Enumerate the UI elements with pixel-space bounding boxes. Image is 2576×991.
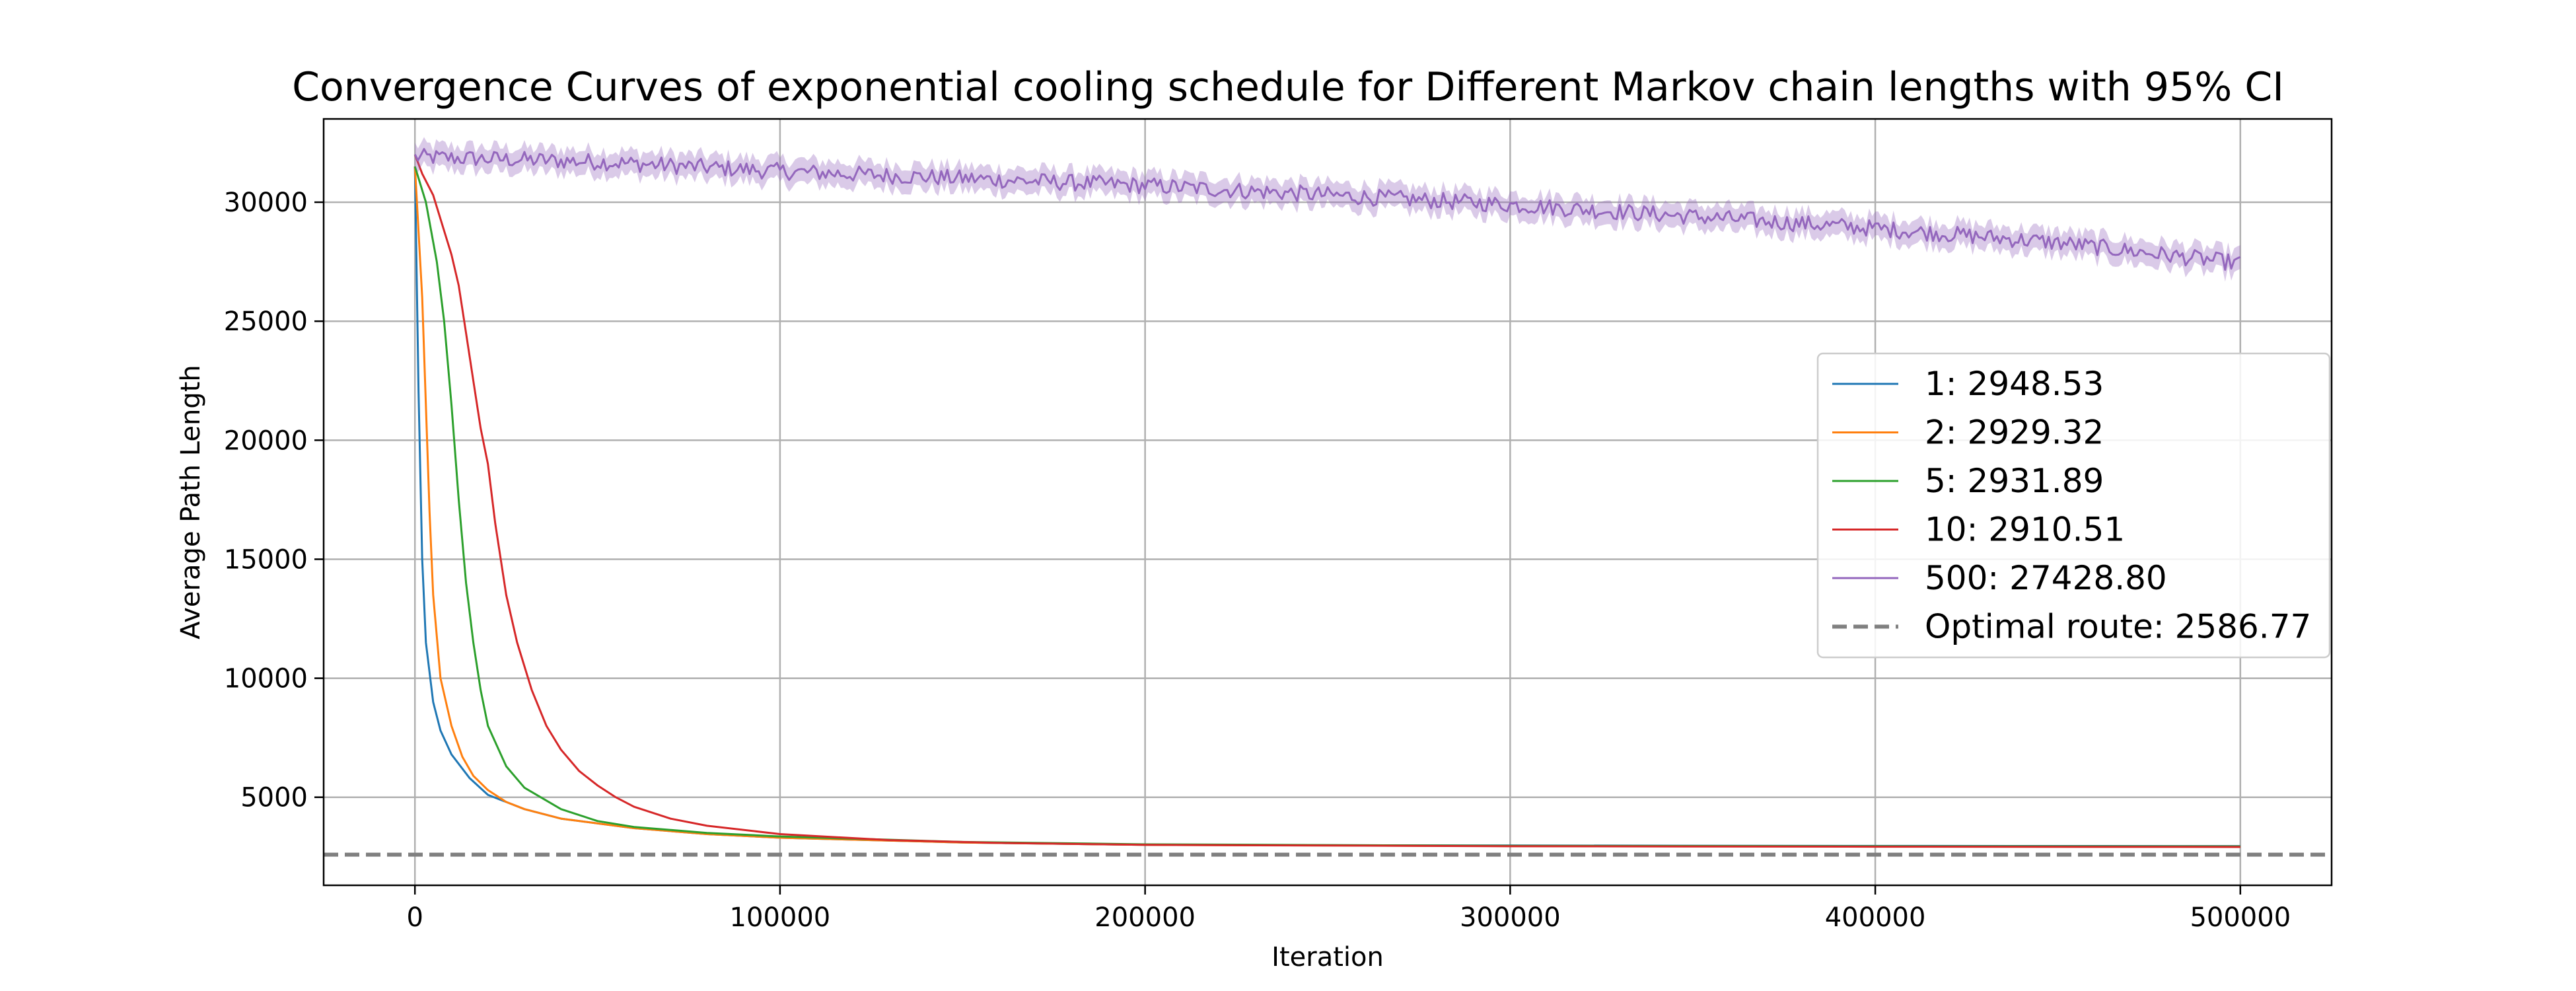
- y-tick-label: 5000: [240, 783, 308, 813]
- y-tick-label: 30000: [224, 188, 308, 218]
- x-tick-label: 200000: [1094, 902, 1196, 933]
- legend-label: 500: 27428.80: [1925, 559, 2167, 597]
- legend: 1: 2948.53 2: 2929.32 5: 2931.89 10: 2910.5…: [1816, 352, 2331, 659]
- y-tick-label: 10000: [224, 664, 308, 694]
- y-axis-label: Average Path Length: [176, 365, 206, 640]
- x-tick-label: 0: [406, 902, 423, 933]
- y-tick-label: 20000: [224, 425, 308, 456]
- legend-label: 2: 2929.32: [1925, 414, 2104, 452]
- series-line: [413, 148, 2241, 271]
- plot-frame: [322, 118, 2333, 887]
- x-axis-ticks: 0 100000 200000 300000 400000 500000: [406, 885, 2291, 933]
- y-axis-ticks: 5000 10000 15000 20000 25000 30000: [224, 188, 324, 813]
- x-tick-label: 300000: [1460, 902, 1561, 933]
- x-tick-label: 400000: [1825, 902, 1926, 933]
- y-tick-label: 25000: [224, 307, 308, 337]
- legend-label: Optimal route: 2586.77: [1925, 608, 2311, 646]
- legend-box: [1816, 352, 2331, 659]
- x-axis-label: Iteration: [1271, 942, 1384, 973]
- x-tick-label: 500000: [2190, 902, 2291, 933]
- ci-band-500: [415, 137, 2240, 282]
- series-line: [413, 154, 2240, 848]
- chart-title: Convergence Curves of exponential coolin…: [292, 64, 2284, 110]
- y-tick-label: 15000: [224, 544, 308, 575]
- legend-label: 1: 2948.53: [1925, 365, 2104, 403]
- x-tick-label: 100000: [730, 902, 831, 933]
- legend-label: 10: 2910.51: [1925, 511, 2125, 549]
- series-layer: [324, 137, 2332, 857]
- legend-label: 5: 2931.89: [1925, 462, 2104, 500]
